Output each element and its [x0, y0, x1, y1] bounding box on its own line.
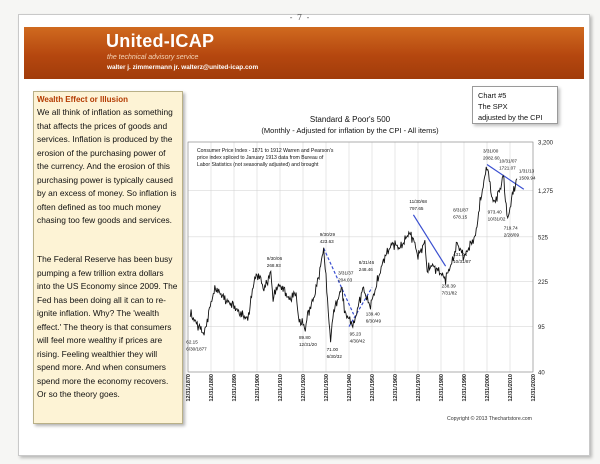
data-annotation: 268.93: [267, 263, 281, 268]
data-annotation: 4/30/42: [350, 339, 366, 344]
data-annotation: 6/30/32: [327, 354, 343, 359]
x-tick-label: 12/31/1910: [278, 374, 284, 402]
page-number: - 7 -: [289, 13, 311, 22]
y-tick-label: 40: [538, 371, 545, 377]
x-tick-label: 12/31/1970: [416, 374, 422, 402]
data-annotation: 8/31/87: [453, 207, 469, 212]
x-tick-label: 12/31/1950: [370, 374, 376, 402]
data-annotation: 6/30/49: [366, 319, 382, 324]
data-annotation: 204.03: [338, 277, 352, 282]
x-tick-label: 12/31/1900: [255, 374, 261, 402]
plot-border: [187, 141, 534, 373]
x-tick-label: 12/31/1890: [232, 374, 238, 402]
sidebar-title: Wealth Effect or Illusion: [37, 95, 128, 104]
trend-line: [412, 214, 447, 267]
y-tick-label: 3,200: [538, 141, 554, 147]
y-tick-label: 95: [538, 325, 545, 331]
data-annotation: 71.00: [327, 347, 339, 352]
sidebar-panel: [33, 91, 183, 424]
data-annotation: 95.23: [350, 332, 362, 337]
data-annotation: 2/28/09: [504, 232, 520, 237]
y-tick-label: 1,275: [538, 189, 554, 195]
chart-note-line: price index spliced to January 1913 data…: [197, 155, 324, 161]
x-tick-label: 12/31/1980: [439, 374, 445, 402]
trend-line: [486, 164, 525, 190]
chart-label-number: Chart #5: [478, 91, 507, 100]
x-tick-label: 12/31/1940: [347, 374, 353, 402]
data-annotation: 1509.94: [519, 176, 536, 181]
data-annotation: 139.40: [366, 312, 380, 317]
data-annotation: 2082.60: [483, 156, 500, 161]
data-annotation: 8/31/46: [359, 260, 375, 265]
x-tick-label: 12/31/2020: [531, 374, 537, 402]
data-annotation: 423.63: [320, 239, 334, 244]
series-line: [189, 166, 518, 343]
y-tick-label: 225: [538, 280, 549, 286]
sidebar-paragraph-2: The Federal Reserve has been busy pumpin…: [37, 254, 178, 399]
data-annotation: 973.40: [488, 209, 502, 214]
chart-note-line: Consumer Price Index - 1871 to 1912 Warr…: [197, 148, 334, 154]
y-tick-label: 525: [538, 235, 549, 241]
chart-copyright: Copyright © 2013 Thechartstore.com: [447, 415, 532, 422]
data-annotation: 89.80: [299, 335, 311, 340]
header-banner: [24, 27, 584, 79]
data-annotation: 1/31/13: [519, 169, 535, 174]
data-annotation: 248.46: [359, 267, 373, 272]
data-annotation: 797.65: [409, 206, 423, 211]
brand-name: United-ICAP: [106, 31, 215, 51]
chart-note-line: Labor Statistics (not seasonally adjuste…: [197, 162, 319, 168]
data-annotation: 10/31/07: [499, 159, 517, 164]
chart-title: Standard & Poor's 500: [310, 115, 391, 124]
x-tick-label: 12/31/1930: [324, 374, 330, 402]
chart-label-index: The SPX: [478, 102, 508, 111]
x-tick-label: 12/31/1880: [209, 374, 215, 402]
data-annotation: 678.15: [453, 214, 467, 219]
data-annotation: 12/31/20: [299, 342, 317, 347]
data-annotation: 238.39: [442, 283, 456, 288]
data-annotation: 9/30/29: [320, 232, 336, 237]
x-tick-label: 12/31/2000: [485, 374, 491, 402]
data-annotation: 62.15: [186, 339, 198, 344]
trend-line: [323, 247, 355, 315]
x-tick-label: 12/31/1870: [186, 374, 192, 402]
x-tick-label: 12/31/1960: [393, 374, 399, 402]
chart-label-desc: adjusted by the CPI: [478, 113, 543, 122]
data-annotation: 431.04: [453, 252, 467, 257]
trend-line: [348, 287, 373, 327]
chart-plot-background: [188, 142, 533, 372]
sidebar-paragraph-1: We all think of inflation as something t…: [37, 107, 177, 225]
contact-line[interactable]: walter j. zimmermann jr. walterz@united-…: [107, 64, 259, 71]
data-annotation: 10/31/87: [453, 259, 471, 264]
data-annotation: 719.74: [504, 225, 518, 230]
x-tick-label: 12/31/1920: [301, 374, 307, 402]
x-tick-label: 12/31/1990: [462, 374, 468, 402]
chart-label-box: Chart #5 The SPX adjusted by the CPI: [472, 86, 558, 124]
chart-note: Consumer Price Index - 1871 to 1912 Warr…: [197, 148, 334, 168]
data-annotation: 10/31/02: [488, 216, 506, 221]
x-tick-label: 12/31/2010: [508, 374, 514, 402]
chart-subtitle: (Monthly - Adjusted for inflation by the…: [261, 126, 439, 135]
data-annotation: 7/31/82: [442, 290, 458, 295]
data-annotation: 9/30/06: [267, 256, 283, 261]
data-annotation: 1721.07: [499, 166, 516, 171]
data-annotation: 3/31/00: [483, 149, 499, 154]
data-annotation: 11/30/68: [409, 199, 427, 204]
data-annotation: 6/30/1877: [186, 346, 207, 351]
brand-tagline: the technical advisory service: [107, 54, 199, 61]
data-annotation: 3/31/37: [338, 270, 354, 275]
